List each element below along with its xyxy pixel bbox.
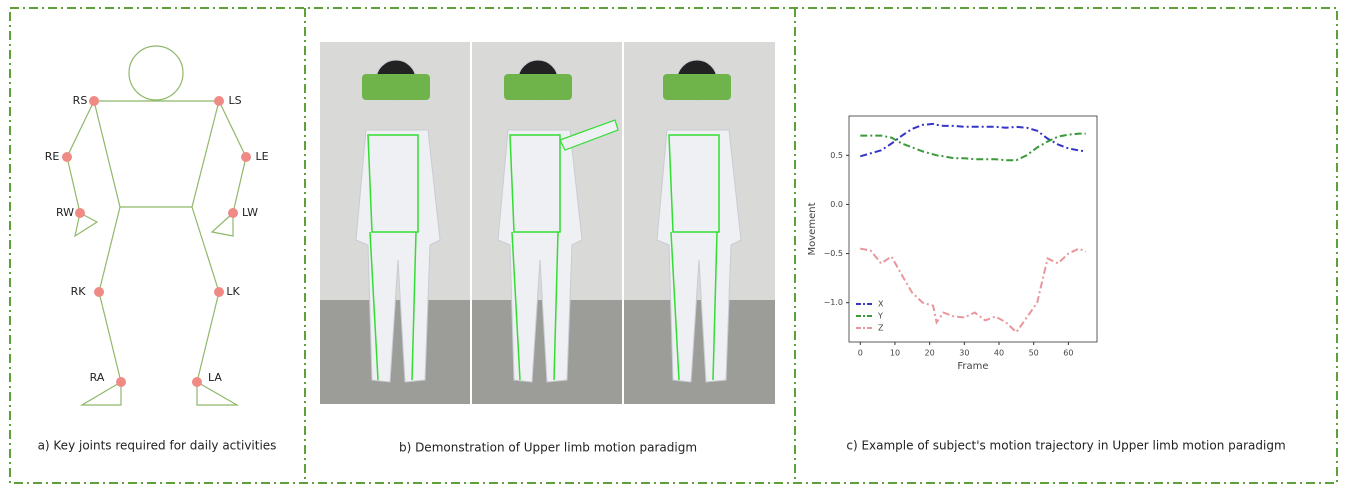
plot-frame bbox=[849, 116, 1097, 342]
joint-label: RE bbox=[45, 150, 60, 163]
legend-label: X bbox=[878, 300, 884, 309]
joint-label: LS bbox=[228, 94, 241, 107]
joint-label: RK bbox=[71, 285, 87, 298]
joint bbox=[116, 377, 126, 387]
y-tick-label: 0.5 bbox=[830, 151, 843, 160]
x-tick-label: 10 bbox=[890, 349, 900, 358]
caption: a) Key joints required for daily activit… bbox=[38, 439, 277, 453]
joint bbox=[94, 287, 104, 297]
legend-label: Z bbox=[878, 324, 884, 333]
joint-label: RS bbox=[73, 94, 88, 107]
joint-label: RW bbox=[56, 206, 74, 219]
joint bbox=[75, 208, 85, 218]
joint bbox=[62, 152, 72, 162]
y-tick-label: −0.5 bbox=[824, 249, 843, 258]
x-tick-label: 20 bbox=[925, 349, 935, 358]
x-tick-label: 40 bbox=[994, 349, 1004, 358]
x-tick-label: 30 bbox=[959, 349, 969, 358]
joint-label: LE bbox=[255, 150, 268, 163]
x-axis-label: Frame bbox=[957, 361, 988, 372]
x-tick-label: 0 bbox=[858, 349, 863, 358]
joint bbox=[214, 287, 224, 297]
y-tick-label: −1.0 bbox=[824, 298, 843, 307]
joint-label: LW bbox=[242, 206, 258, 219]
joint bbox=[192, 377, 202, 387]
x-tick-label: 60 bbox=[1063, 349, 1073, 358]
joint bbox=[241, 152, 251, 162]
photo-strip bbox=[320, 42, 775, 404]
joint bbox=[228, 208, 238, 218]
joint-label: LK bbox=[226, 285, 240, 298]
x-tick-label: 50 bbox=[1029, 349, 1039, 358]
joint bbox=[89, 96, 99, 106]
legend-label: Y bbox=[877, 312, 883, 321]
joint-label: RA bbox=[90, 371, 105, 384]
y-tick-label: 0.0 bbox=[830, 200, 843, 209]
figure: a) Key joints required for daily activit… bbox=[0, 0, 1345, 487]
caption: b) Demonstration of Upper limb motion pa… bbox=[399, 441, 697, 455]
caption: c) Example of subject's motion trajector… bbox=[846, 439, 1285, 453]
joint bbox=[214, 96, 224, 106]
series-line bbox=[860, 134, 1085, 161]
joint-label: LA bbox=[208, 371, 222, 384]
series-line bbox=[860, 249, 1085, 333]
y-axis-label: Movement bbox=[807, 202, 818, 255]
